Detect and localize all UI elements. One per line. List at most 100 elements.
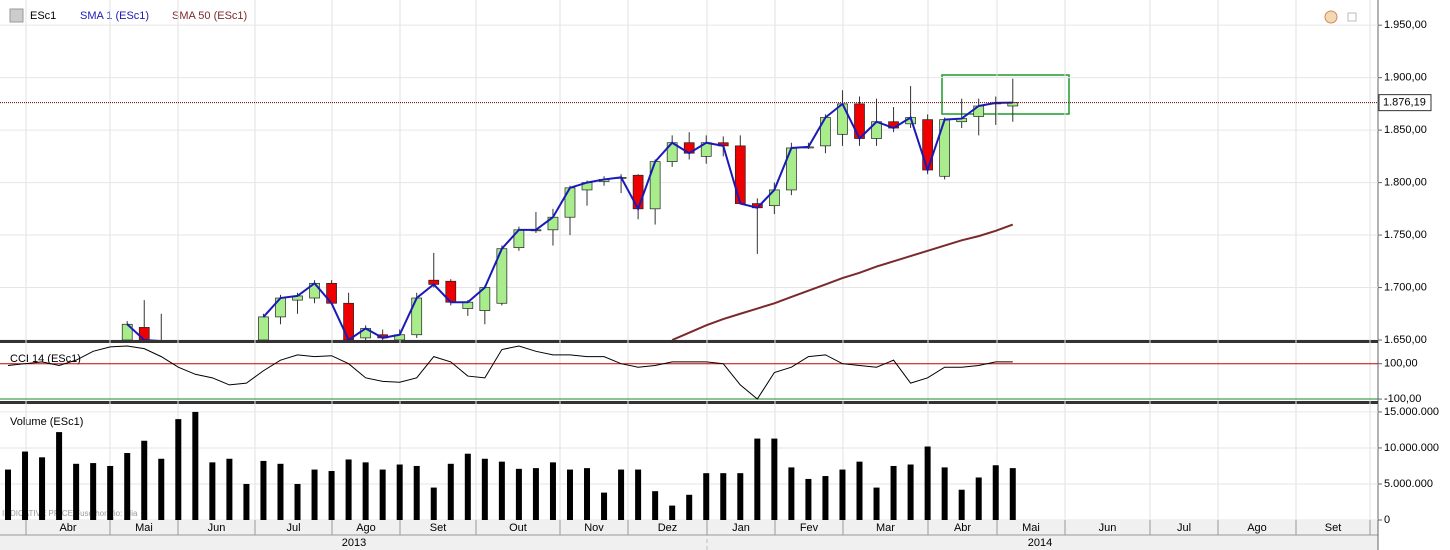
month-label: Jun [208,522,226,534]
month-label: Jul [286,522,300,534]
volume-bar [635,469,642,520]
volume-bar [90,463,97,520]
icon [9,8,24,23]
restore-icon[interactable] [1347,12,1357,22]
volume-bar [924,446,931,520]
y-tick-label: 10.000.000 [1384,442,1439,454]
volume-bar [311,469,318,520]
panel [0,345,1378,400]
y-tick-label: 1.950,00 [1384,19,1427,31]
panel [0,24,1378,340]
last-price-box [1378,94,1432,112]
volume-bar [805,478,812,520]
volume-bar [447,463,454,520]
y-tick-label: -100,00 [1384,393,1421,405]
candle-body [343,302,354,340]
volume-bar [141,440,148,520]
legend-sma50[interactable]: SMA 50 (ESc1) [172,10,247,22]
candle-body [138,327,150,340]
panel-separator [0,401,1378,404]
volume-bar [328,471,335,520]
legend-sma1[interactable]: SMA 1 (ESc1) [80,10,149,22]
month-label: Set [1325,522,1342,534]
footnote: INDICATIVE PRICE Fuso horário: Mia [2,509,138,518]
panel-separator [0,340,1378,343]
volume-bar [566,469,573,520]
y-tick-label: 1.650,00 [1384,334,1427,346]
y-tick-label: 100,00 [1384,358,1418,370]
volume-bar [601,492,608,520]
volume-bar [175,419,182,520]
volume-bar [549,462,556,520]
month-label: Mai [135,522,153,534]
y-tick-label: 15.000.000 [1384,406,1439,418]
legend-cci[interactable]: CCI 14 (ESc1) [10,353,81,365]
volume-bar [22,451,29,520]
year-label: 2014 [1028,537,1052,549]
year-label: 2013 [342,537,366,549]
candle-body [258,316,269,340]
month-label: Fev [800,522,819,534]
month-label: Abr [954,522,971,534]
volume-bar [260,460,267,520]
month-label: Jan [732,522,750,534]
candle-body [837,103,848,135]
clock-icon[interactable] [1324,10,1338,24]
volume-bar [907,464,914,520]
volume-bar [856,461,863,520]
month-label: Mar [876,522,895,534]
volume-bar [737,473,744,520]
volume-bar [226,458,233,520]
highlight-box [941,74,1070,115]
y-tick-label: 0 [1384,514,1390,526]
legend-volume[interactable]: Volume (ESc1) [10,416,83,428]
month-label: Nov [584,522,604,534]
panel [0,411,1378,520]
volume-bar [873,487,880,520]
volume-bar [532,468,539,520]
volume-bar [56,432,63,520]
month-label: Jun [1099,522,1117,534]
volume-bar [396,464,403,520]
volume-bar [158,458,165,520]
volume-bar [124,452,131,520]
month-label: Jul [1177,522,1191,534]
volume-bar [720,473,727,520]
month-label: Dez [658,522,678,534]
volume-bar [975,477,982,520]
volume-bar [243,483,250,520]
legend-symbol[interactable]: ESc1 [30,10,56,22]
series-line [671,223,1014,340]
y-tick-label: 1.900,00 [1384,72,1427,84]
volume-bar [498,461,505,520]
month-label: Ago [356,522,376,534]
volume-bar [464,453,471,520]
month-label: Set [430,522,447,534]
month-label: Mai [1022,522,1040,534]
volume-bar [5,469,11,520]
volume-bar [294,483,301,520]
volume-bar [73,463,80,520]
volume-bar [107,465,114,520]
volume-bar [277,463,284,520]
volume-bar [890,465,897,520]
volume-bar [481,458,488,520]
volume-bar [703,473,710,520]
series-line [7,345,1013,400]
y-tick-label: 1.800,00 [1384,176,1427,188]
volume-bar [822,476,829,520]
volume-bar [413,465,420,520]
volume-bar [430,487,437,520]
y-tick-label: 1.850,00 [1384,124,1427,136]
last-price-label: 1.876,19 [1383,97,1426,109]
y-tick-label: 1.700,00 [1384,281,1427,293]
volume-bar [652,491,659,520]
month-label: Out [509,522,527,534]
volume-bar [379,469,386,520]
volume-bar [958,489,965,520]
volume-bar [686,494,693,520]
volume-bar [771,438,778,520]
